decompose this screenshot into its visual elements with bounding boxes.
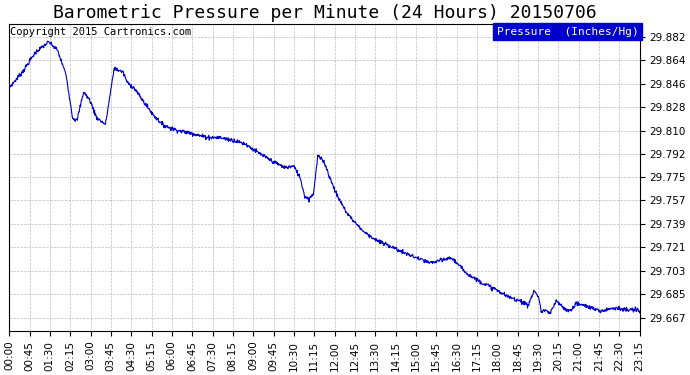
Title: Barometric Pressure per Minute (24 Hours) 20150706: Barometric Pressure per Minute (24 Hours… bbox=[52, 4, 596, 22]
Text: Copyright 2015 Cartronics.com: Copyright 2015 Cartronics.com bbox=[10, 27, 191, 37]
Text: Pressure  (Inches/Hg): Pressure (Inches/Hg) bbox=[497, 27, 638, 37]
